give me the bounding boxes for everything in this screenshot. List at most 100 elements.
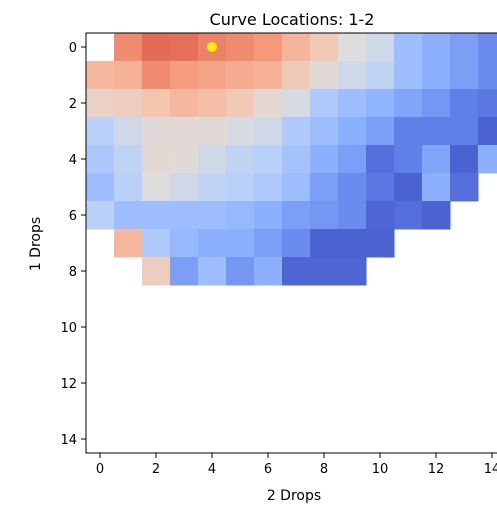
heatmap-cell [114,33,143,62]
heatmap-cell [142,33,171,62]
heatmap-cell [394,61,423,90]
heatmap-cell [366,145,395,174]
heatmap-cell [254,61,283,90]
heatmap-cell [226,173,255,202]
heatmap-cell [366,173,395,202]
heatmap-cell [198,117,227,146]
heatmap-cell [86,117,115,146]
x-tick-label: 10 [372,462,389,477]
heatmap-cell [478,145,497,174]
markers [207,42,217,52]
heatmap-cell [254,117,283,146]
heatmap-cell [310,201,339,230]
x-tick-label: 6 [264,462,272,477]
marker-point [207,42,217,52]
heatmap-cell [422,145,451,174]
heatmap-cell [282,229,311,258]
heatmap-cell [254,33,283,62]
heatmap-cell [254,229,283,258]
heatmap-cell [86,145,115,174]
x-tick-label: 4 [208,462,216,477]
heatmap-cell [366,117,395,146]
heatmap-cell [338,229,367,258]
heatmap-cell [142,173,171,202]
heatmap-cell [394,201,423,230]
heatmap-cell [282,173,311,202]
heatmap-cell [478,117,497,146]
heatmap-cell [282,33,311,62]
heatmap-cell [226,229,255,258]
heatmap-cell [226,33,255,62]
heatmap-cell [114,117,143,146]
heatmap-cell [226,89,255,118]
heatmap-cell [170,229,199,258]
heatmap-cell [114,229,143,258]
heatmap-cell [282,61,311,90]
heatmap-cell [338,33,367,62]
chart-title: Curve Locations: 1-2 [210,10,375,29]
heatmap-cell [198,145,227,174]
heatmap-cell [114,201,143,230]
heatmap-cell [142,61,171,90]
heatmap-cell [450,117,479,146]
x-tick-label: 14 [484,462,497,477]
heatmap-cell [422,201,451,230]
heatmap-cell [310,33,339,62]
heatmap-cell [198,89,227,118]
heatmap-cell [170,61,199,90]
heatmap-cell [338,89,367,118]
heatmap-cell [478,61,497,90]
heatmap-cell [394,173,423,202]
heatmap-cell [422,173,451,202]
x-tick-label: 2 [152,462,160,477]
heatmap-cell [282,257,311,286]
heatmap-cell [226,117,255,146]
heatmap-cell [366,61,395,90]
x-axis-ticks: 0 2 4 6 8 10 12 14 [96,453,497,477]
heatmap-cell [422,89,451,118]
heatmap-cell [254,145,283,174]
y-tick-label: 12 [60,377,77,392]
heatmap-cell [310,257,339,286]
heatmap-cell [282,117,311,146]
x-tick-label: 0 [96,462,104,477]
heatmap-cell [366,201,395,230]
heatmap-cell [282,145,311,174]
heatmap-cell [450,145,479,174]
heatmap-cell [170,117,199,146]
heatmap-cell [198,229,227,258]
heatmap-cell [310,229,339,258]
heatmap-cell [226,61,255,90]
heatmap-cell [338,145,367,174]
heatmap-cell [478,33,497,62]
heatmap-cell [170,145,199,174]
heatmap-cell [394,33,423,62]
x-tick-label: 8 [320,462,328,477]
y-tick-label: 0 [69,41,77,56]
heatmap-cell [142,117,171,146]
heatmap-cell [450,173,479,202]
heatmap-cell [198,201,227,230]
heatmap-cell [142,229,171,258]
y-tick-label: 6 [69,209,77,224]
heatmap-cell [394,117,423,146]
heatmap-cell [422,117,451,146]
heatmap-cell [86,61,115,90]
heatmap-cells [86,33,497,286]
heatmap-cell [422,61,451,90]
heatmap-cell [338,201,367,230]
heatmap-cell [366,89,395,118]
y-tick-label: 14 [60,433,77,448]
y-tick-label: 4 [69,153,77,168]
y-axis-label: 1 Drops [28,217,44,271]
heatmap-cell [226,145,255,174]
y-tick-label: 8 [69,265,77,280]
heatmap-cell [338,61,367,90]
heatmap-cell [310,89,339,118]
heatmap-cell [170,201,199,230]
heatmap-cell [114,173,143,202]
heatmap-cell [310,145,339,174]
heatmap-cell [282,201,311,230]
heatmap-cell [170,173,199,202]
